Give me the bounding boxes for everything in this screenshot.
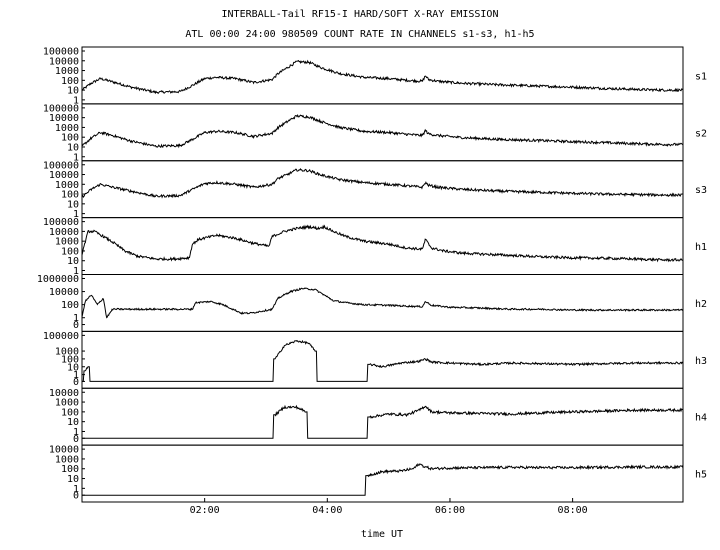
panel-label-s3: s3 <box>695 185 707 196</box>
xtick-label: 04:00 <box>312 505 342 516</box>
ytick-label-s1: 10000 <box>49 56 79 67</box>
series-line-h5 <box>82 462 684 496</box>
ytick-label-s3: 10 <box>67 199 79 210</box>
ytick-label-h5: 1000 <box>55 454 79 465</box>
ytick-label-h1: 1 <box>73 266 79 277</box>
panel-label-h3: h3 <box>695 356 707 367</box>
ytick-label-h1: 1000 <box>55 237 79 248</box>
panel-frame-s3 <box>81 160 684 219</box>
series-line-h4 <box>82 404 684 439</box>
ytick-label-s2: 1000 <box>55 123 79 134</box>
chart-subtitle: ATL 00:00 24:00 980509 COUNT RATE IN CHA… <box>185 29 534 40</box>
ytick-label-s3: 1 <box>73 209 79 220</box>
ytick-label-s3: 100 <box>61 190 79 201</box>
xtick-label: 02:00 <box>190 505 220 516</box>
panel-label-s2: s2 <box>695 128 707 139</box>
ytick-label-s1: 100000 <box>43 47 79 58</box>
ytick-label-h3: 0 <box>73 377 79 388</box>
ytick-label-h5: 10000 <box>49 445 79 456</box>
ytick-label-s1: 10 <box>67 86 79 97</box>
series-line-s2 <box>81 113 684 149</box>
ytick-label-h5: 0 <box>73 491 79 502</box>
ytick-label-s2: 1 <box>73 152 79 163</box>
ytick-label-h4: 1000 <box>55 398 79 409</box>
ytick-label-h4: 10 <box>67 417 79 428</box>
panel-frame-s1 <box>81 46 684 105</box>
ytick-label-h3: 1000 <box>55 347 79 358</box>
panel-label-h1: h1 <box>695 242 707 253</box>
panel-label-s1: s1 <box>695 71 707 82</box>
ytick-label-h5: 100 <box>61 464 79 475</box>
panel-frame-h3 <box>81 330 684 389</box>
panel-label-h2: h2 <box>695 299 707 310</box>
ytick-label-s2: 100 <box>61 133 79 144</box>
ytick-label-h4: 1 <box>73 427 79 438</box>
ytick-label-s1: 1 <box>73 95 79 106</box>
ytick-label-h3: 100000 <box>43 331 79 342</box>
xtick-label: 06:00 <box>435 505 465 516</box>
panel-frame-h1 <box>81 217 684 275</box>
ytick-label-h2: 1 <box>73 313 79 324</box>
ytick-label-s3: 10000 <box>49 170 79 181</box>
ytick-label-s3: 1000 <box>55 180 79 191</box>
ytick-label-h4: 100 <box>61 407 79 418</box>
ytick-label-h4: 10000 <box>49 388 79 399</box>
chart-title: INTERBALL-Tail RF15-I HARD/SOFT X-RAY EM… <box>222 9 499 20</box>
ytick-label-h3: 100 <box>61 354 79 365</box>
ytick-label-h4: 0 <box>73 434 79 445</box>
ytick-label-s3: 100000 <box>43 160 79 171</box>
ytick-label-h2: 1000000 <box>37 274 79 285</box>
ytick-label-h5: 10 <box>67 474 79 485</box>
panel-frame-s2 <box>81 103 684 162</box>
panel-label-h5: h5 <box>695 470 707 481</box>
ytick-label-h2: 100 <box>61 300 79 311</box>
x-axis-label: time UT <box>361 529 403 540</box>
ytick-label-h1: 100 <box>61 246 79 257</box>
ytick-label-s1: 1000 <box>55 66 79 77</box>
series-line-s1 <box>81 59 684 95</box>
panel-h2: 1000000 10000 100 10 h2 <box>37 274 707 332</box>
panels-group: 100000100001000100101s110000010000100010… <box>37 46 707 503</box>
series-line-s3 <box>81 167 684 199</box>
panel-frame-h2 <box>81 274 684 332</box>
ytick-label-s2: 100000 <box>43 103 79 114</box>
x-axis: 02:00 04:00 06:00 08:00 <box>190 498 588 516</box>
ytick-label-h2: 0 <box>73 320 79 331</box>
ytick-label-s2: 10 <box>67 142 79 153</box>
xtick-label: 08:00 <box>558 505 588 516</box>
panel-label-h4: h4 <box>695 413 707 424</box>
ytick-label-h1: 10 <box>67 256 79 267</box>
series-line-h2 <box>81 287 684 319</box>
ytick-label-s2: 10000 <box>49 113 79 124</box>
ytick-label-h5: 1 <box>73 484 79 495</box>
panel-frame-h5 <box>81 444 684 503</box>
ytick-label-h3: 1 <box>73 370 79 381</box>
series-line-h3 <box>82 339 684 382</box>
ytick-label-h2: 10000 <box>49 287 79 298</box>
ytick-label-s1: 100 <box>61 76 79 87</box>
ytick-label-h1: 100000 <box>43 217 79 228</box>
series-line-h1 <box>81 224 684 263</box>
ytick-label-h3: 10 <box>67 362 79 373</box>
ytick-label-h1: 10000 <box>49 227 79 238</box>
panel-frame-h4 <box>81 387 684 446</box>
